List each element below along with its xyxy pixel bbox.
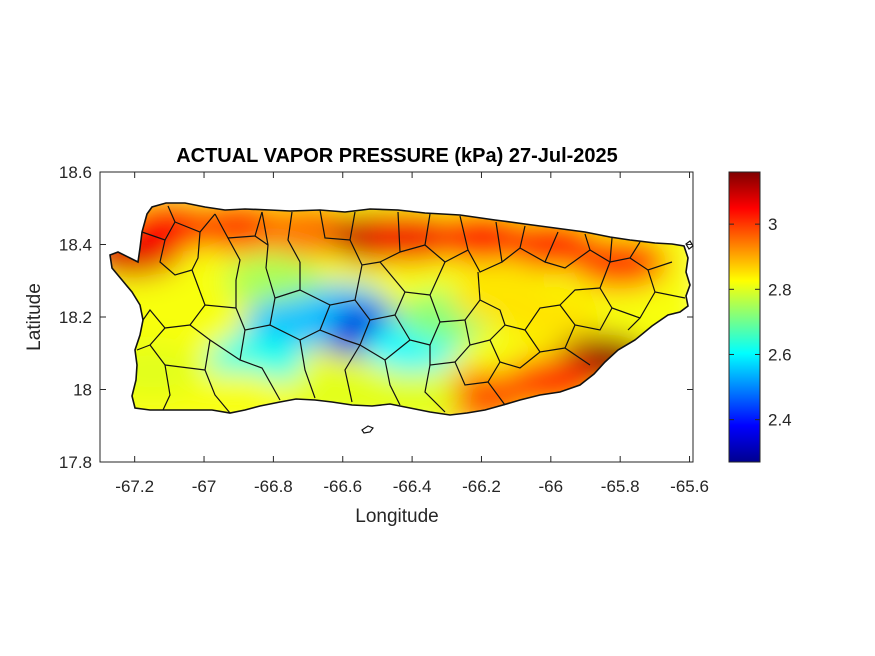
field-sample [121,272,218,325]
caja-de-muertos-island [361,425,374,434]
municipality-boundary [379,261,406,293]
colorbar [728,171,761,463]
x-tick-label: -66.2 [462,477,501,496]
y-axis-label: Latitude [24,283,45,351]
colorbar-ticks: 2.4 2.6 2.8 3 [729,215,792,430]
municipality-boundary [164,364,206,371]
municipality-boundary [429,319,466,365]
x-tick-label: -67.2 [115,477,154,496]
municipality-boundary [136,344,151,351]
municipality-boundary [559,287,613,331]
municipality-boundary [477,271,481,301]
municipality-boundary [319,299,371,346]
municipality-boundary [599,261,641,319]
municipality-boundary [204,339,231,414]
y-tick-label: 18 [73,381,92,400]
municipality-boundary [149,324,191,411]
field-sample [364,211,461,264]
municipality-boundary [319,209,356,241]
municipality-boundary [269,289,301,341]
field-sample [225,254,322,307]
chart-title: ACTUAL VAPOR PRESSURE (kPa) 27-Jul-2025 [176,145,618,167]
y-axis-ticks: 17.8 18 18.2 18.4 18.6 [59,163,693,472]
municipality-boundary [141,205,176,241]
field-sample [572,236,669,289]
y-tick-label: 18.6 [59,163,92,182]
x-tick-label: -65.6 [670,477,709,496]
municipality-boundary [424,361,456,413]
colorbar-tick-label: 2.4 [768,411,792,430]
municipality-boundary [344,344,361,403]
x-axis-label: Longitude [355,506,438,527]
municipality-boundary [191,231,201,271]
municipality-boundary [489,324,541,369]
municipality-boundaries [136,205,686,414]
x-tick-label: -67 [192,477,217,496]
municipality-boundary [384,359,401,406]
x-axis-ticks: -67.2 -67 -66.8 -66.6 -66.4 -66.2 -66 -65.8 -65.… [115,172,709,496]
municipality-boundary [254,235,269,246]
municipality-boundary [299,329,321,399]
municipality-boundary [214,213,241,281]
x-tick-label: -65.8 [601,477,640,496]
x-tick-label: -66.8 [254,477,293,496]
y-tick-label: 18.2 [59,308,92,327]
municipality-boundary [159,239,193,276]
vapor-pressure-field [110,203,690,415]
municipality-boundary [191,269,206,306]
y-tick-label: 18.4 [59,236,92,255]
vieques-tip [685,240,694,250]
municipality-boundary [265,267,276,299]
colorbar-tick-label: 2.6 [768,345,792,364]
municipality-boundary [287,211,301,263]
municipality-boundary [424,215,469,263]
municipality-boundary [544,233,591,269]
municipality-boundary [467,221,503,273]
municipality-boundary [142,309,166,329]
colorbar-tick-label: 2.8 [768,280,792,299]
x-tick-label: -66.4 [393,477,432,496]
y-tick-label: 17.8 [59,453,92,472]
map-layer [109,202,694,434]
island-outline [109,202,691,416]
x-tick-label: -66 [539,477,564,496]
field-sample [502,291,599,343]
municipality-boundary [354,264,363,301]
colorbar-tick-label: 3 [768,215,777,234]
x-tick-label: -66.6 [323,477,362,496]
